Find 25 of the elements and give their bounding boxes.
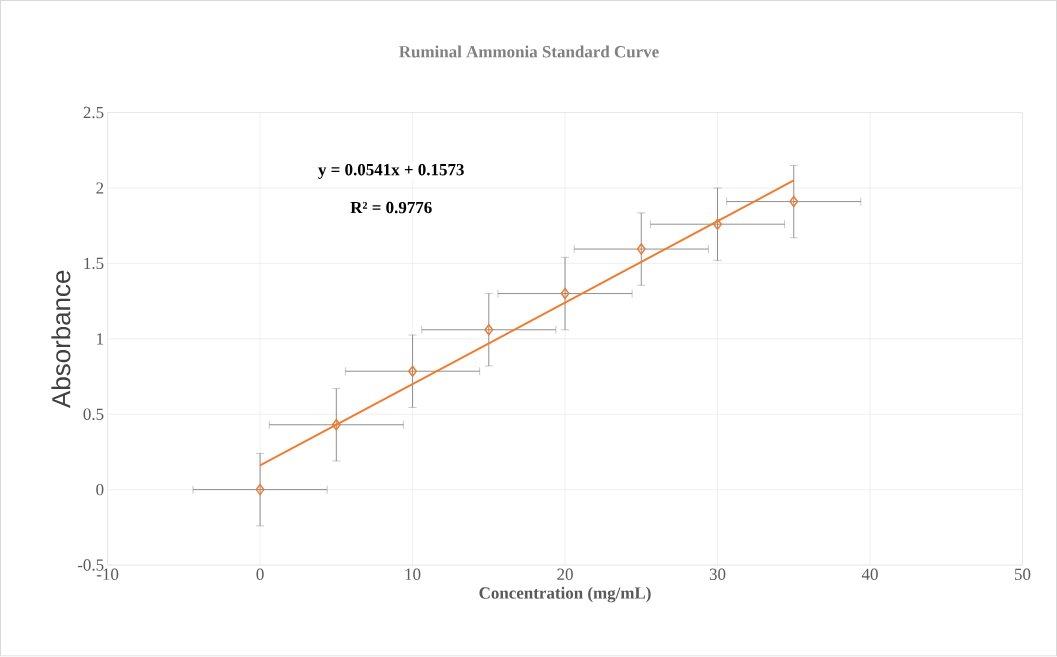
x-tick-label: 20: [557, 568, 573, 581]
x-axis-title: Concentration (mg/mL): [479, 587, 651, 603]
point: [331, 419, 341, 431]
x-tick-label: 0: [256, 568, 264, 581]
annotation: y = 0.0541x + 0.1573: [318, 164, 464, 180]
chart-title: Ruminal Ammonia Standard Curve: [399, 45, 659, 58]
y-tick-label: 0: [96, 484, 104, 496]
annotation: R² = 0.9776: [350, 202, 432, 214]
point: [408, 365, 418, 378]
point: [560, 287, 570, 300]
point: [255, 484, 265, 496]
y-tick-label: 2: [96, 182, 104, 194]
x-tick-label: 30: [709, 568, 726, 581]
y-tick-label: 0.5: [83, 408, 104, 421]
y-tick-label: 1.5: [84, 257, 104, 270]
point: [789, 196, 799, 208]
point: [484, 324, 494, 336]
x-tick-label: 40: [861, 568, 878, 581]
x-tick-label: 10: [405, 568, 421, 581]
point: [713, 218, 723, 231]
y-tick-label: 2.5: [83, 107, 104, 119]
y-axis-title: Absorbance: [51, 270, 71, 409]
x-tick-label: 50: [1014, 568, 1031, 581]
point: [636, 243, 646, 256]
y-tick-label: 1: [97, 333, 104, 345]
